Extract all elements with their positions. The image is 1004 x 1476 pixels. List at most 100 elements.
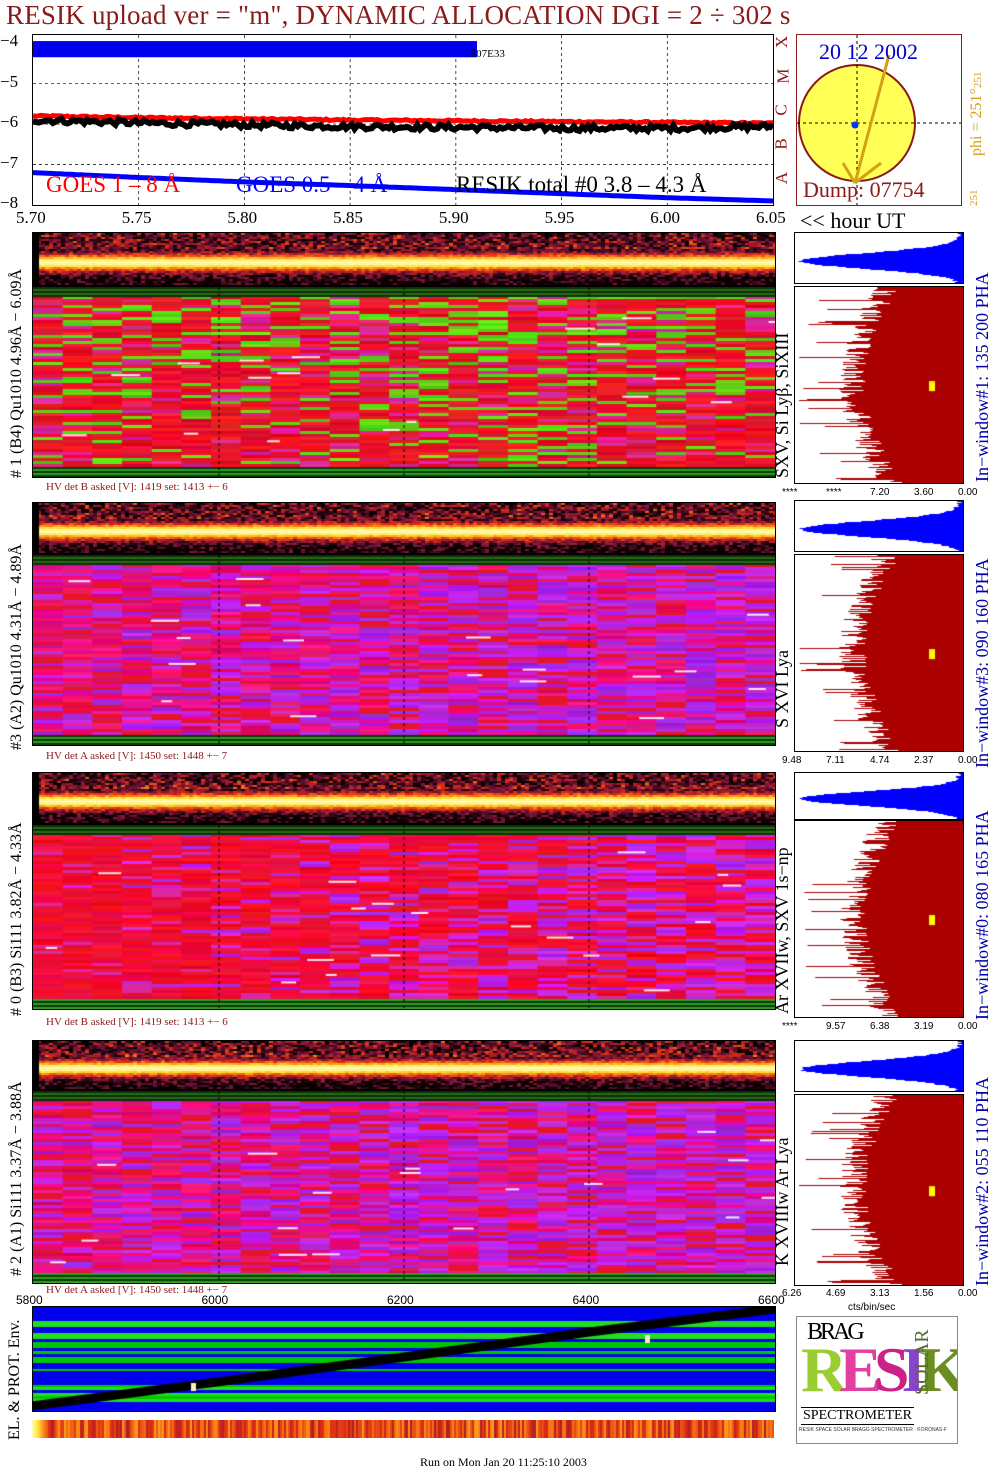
flare-class-A: A xyxy=(772,171,792,185)
logo-main-letters: RESIK xyxy=(801,1333,958,1407)
lightcurve-svg xyxy=(33,35,773,205)
flare-class-M: M xyxy=(773,68,793,84)
panel-label-1: # 1 (B4) Qu1010 4.96Å − 6.09Å xyxy=(8,268,25,478)
phi-label-text: phi = 251° xyxy=(968,88,985,156)
scale-tick-p2-0: 6.26 xyxy=(782,1288,802,1299)
active-region-marker xyxy=(851,121,859,129)
window-label-1: In−window#1: 135 200 PHA xyxy=(972,272,992,482)
spectrum-profile-0 xyxy=(794,820,964,1018)
logo-side-text: SOLAR xyxy=(911,1329,933,1395)
page-title: RESIK upload ver = "m", DYNAMIC ALLOCATI… xyxy=(6,0,791,30)
scale-tick-p3-3: 2.37 xyxy=(914,755,934,766)
pha-histogram-2 xyxy=(794,1040,964,1092)
scale-tick-p2-3: 1.56 xyxy=(914,1288,934,1299)
window-label-3: In−window#3: 090 160 PHA xyxy=(972,558,992,768)
spectrum-profile-1 xyxy=(794,286,964,484)
position-angle-arrow-a xyxy=(841,162,857,184)
scale-tick-p0-0: **** xyxy=(782,1021,798,1032)
lc-x-tick-4: 5.90 xyxy=(438,208,469,227)
lc-x-tick-2: 5.80 xyxy=(227,208,258,227)
hv-readout-1: HV det B asked [V]: 1419 set: 1413 +− 6 xyxy=(46,481,228,493)
env-x-tick-2: 6200 xyxy=(387,1293,414,1307)
window-label-0: In−window#0: 080 165 PHA xyxy=(972,810,992,1020)
hv-readout-3: HV det A asked [V]: 1450 set: 1448 +− 7 xyxy=(46,750,228,762)
pha-histogram-0 xyxy=(794,772,964,820)
spectrogram-2-summary xyxy=(32,1040,776,1090)
sun-disk-svg xyxy=(797,35,961,205)
spectrogram-0-main xyxy=(32,824,776,1010)
env-x-tick-0: 5800 xyxy=(16,1293,43,1307)
scale-tick-p3-4: 0.00 xyxy=(958,755,978,766)
scale-tick-p0-4: 0.00 xyxy=(958,1021,978,1032)
position-angle-line xyxy=(853,54,891,184)
scale-tick-p2-4: 0.00 xyxy=(958,1288,978,1299)
spectrogram-1-main xyxy=(32,286,776,478)
spectrogram-3-main xyxy=(32,554,776,746)
lc-x-tick-5: 5.95 xyxy=(544,208,575,227)
legend-goes-short: GOES 0.5 – 4 Å xyxy=(236,172,388,197)
scale-tick-p1-0: **** xyxy=(782,487,798,498)
env-x-tick-4: 6600 xyxy=(758,1293,785,1307)
scale-unit: cts/bin/sec xyxy=(848,1302,896,1313)
lc-y-tick-3: −7 xyxy=(0,152,19,172)
logo-letter-k: K xyxy=(918,1334,958,1405)
window-label-2: In−window#2: 055 110 PHA xyxy=(972,1077,992,1286)
phi-label-small: 251 xyxy=(972,71,984,89)
lightcurve-plot xyxy=(32,34,774,206)
run-timestamp: Run on Mon Jan 20 11:25:10 2003 xyxy=(420,1455,587,1469)
dump-number: Dump: 07754 xyxy=(803,177,925,202)
line-label-0: Ar XVIIw, SXV 1s−np xyxy=(772,847,792,1014)
env-color-strip xyxy=(32,1420,774,1438)
env-label: EL. & PROT. Env. xyxy=(6,1319,23,1440)
scale-tick-p2-2: 3.13 xyxy=(870,1288,890,1299)
scale-tick-p1-1: **** xyxy=(826,487,842,498)
env-plot xyxy=(32,1306,776,1412)
time-axis-unit: << hour UT xyxy=(800,208,906,233)
spectrogram-0-summary xyxy=(32,772,776,824)
logo-letter-r: R xyxy=(801,1334,847,1405)
line-label-2: K XVIIIw Ar Lya xyxy=(772,1137,792,1266)
position-angle-arrow-b xyxy=(854,161,882,185)
lc-x-tick-3: 5.85 xyxy=(333,208,363,227)
hv-readout-2: HV det A asked [V]: 1450 set: 1448 +− 7 xyxy=(46,1284,228,1296)
scale-tick-p3-1: 7.11 xyxy=(826,755,845,766)
pha-histogram-3 xyxy=(794,500,964,552)
spectrum-profile-3 xyxy=(794,554,964,752)
panel-label-0: # 0 (B3) Si111 3.82Å − 4.33Å xyxy=(8,822,25,1016)
scale-tick-p3-0: 9.48 xyxy=(782,755,802,766)
lc-event-band xyxy=(33,41,477,58)
phi-bottom-label: 251 xyxy=(968,189,980,207)
sun-date: 20 12 2002 xyxy=(819,39,918,64)
scale-tick-p0-3: 3.19 xyxy=(914,1021,934,1032)
series-goes-short xyxy=(33,170,773,204)
lc-y-tick-2: −6 xyxy=(0,112,19,132)
logo-fine-print: RESIK SPACE SOLAR BRAGG SPECTROMETER · K… xyxy=(799,1427,947,1433)
logo-bottom-text: SPECTROMETER xyxy=(801,1407,914,1425)
spectrogram-3-summary xyxy=(32,502,776,554)
pha-histogram-1 xyxy=(794,232,964,284)
scale-tick-p0-2: 6.38 xyxy=(870,1021,890,1032)
flare-class-B: B xyxy=(771,138,791,150)
line-label-1: SXV, Si Lyβ, SiXIII xyxy=(772,332,792,478)
hv-readout-0: HV det B asked [V]: 1419 set: 1413 +− 6 xyxy=(46,1016,228,1028)
lc-x-tick-6: 6.00 xyxy=(650,208,681,227)
scale-tick-p0-1: 9.57 xyxy=(826,1021,846,1032)
resik-logo: BRAG RESIK SOLAR SPECTROMETER RESIK SPAC… xyxy=(796,1316,958,1444)
legend-resik-total: RESIK total #0 3.8 – 4.3 Å xyxy=(456,172,707,197)
series-resik-total xyxy=(33,114,773,136)
scale-tick-p1-2: 7.20 xyxy=(870,487,890,498)
lc-y-tick-0: −4 xyxy=(0,31,19,51)
logo-letter-s: S xyxy=(873,1334,909,1405)
flare-class-C: C xyxy=(771,104,791,116)
phi-label: phi = 251°251 xyxy=(968,72,986,156)
flare-class-X: X xyxy=(772,35,792,49)
line-label-3: S XVI Lya xyxy=(772,650,792,728)
lc-y-tick-1: −5 xyxy=(0,71,19,91)
lc-x-tick-0: 5.70 xyxy=(16,208,46,227)
spectrum-profile-2 xyxy=(794,1094,964,1286)
scale-tick-p1-4: 0.00 xyxy=(958,487,978,498)
lc-x-tick-1: 5.75 xyxy=(121,208,152,227)
panel-label-2: # 2 (A1) Si111 3.37Å − 3.88Å xyxy=(8,1081,25,1277)
scale-tick-p2-1: 4.69 xyxy=(826,1288,846,1299)
scale-tick-p3-2: 4.74 xyxy=(870,755,890,766)
